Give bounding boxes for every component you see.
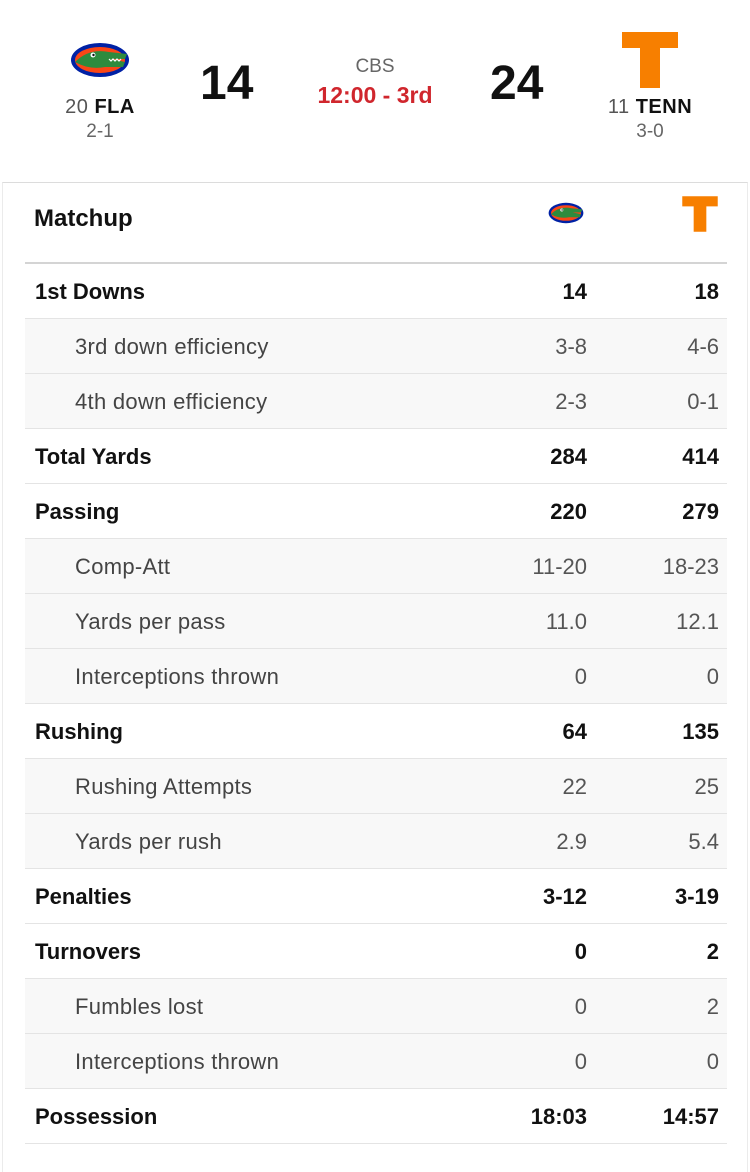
stat-row: Penalties 3-12 3-19	[25, 869, 727, 924]
stat-row: Passing 220 279	[25, 484, 727, 539]
stat-away-value: 0	[574, 1049, 587, 1074]
power-t-logo-icon	[622, 32, 678, 88]
stat-home-value: 414	[682, 444, 719, 469]
stat-away-value: 0	[574, 664, 587, 689]
game-clock: 12:00 - 3rd	[317, 82, 433, 108]
matchup-title: Matchup	[34, 205, 133, 232]
stat-away-value: 220	[550, 499, 587, 524]
stat-home-value: 12.1	[676, 609, 719, 634]
stat-row: 3rd down efficiency 3-8 4-6	[25, 319, 727, 374]
network-label: CBS	[355, 56, 395, 77]
stat-label: Interceptions thrown	[75, 664, 280, 689]
stat-row: Interceptions thrown 0 0	[25, 649, 727, 704]
stat-label: Rushing Attempts	[75, 774, 253, 799]
stat-away-value: 0	[574, 939, 587, 964]
stat-home-value: 25	[694, 774, 719, 799]
stat-label: Passing	[35, 499, 120, 524]
stat-row: Total Yards 284 414	[25, 429, 727, 484]
stat-row: Rushing 64 135	[25, 704, 727, 759]
stat-away-value: 22	[562, 774, 587, 799]
stat-away-value: 284	[550, 444, 587, 469]
stat-row: 1st Downs 14 18	[25, 264, 727, 319]
stat-home-value: 0-1	[687, 389, 719, 414]
stat-home-value: 2	[706, 939, 719, 964]
stat-row: Possession 18:03 14:57	[25, 1089, 727, 1144]
stats-table: 1st Downs 14 18 3rd down efficiency 3-8 4-6 4t…	[25, 262, 727, 1144]
home-score: 24	[490, 57, 544, 110]
home-team[interactable]: 11 TENN 3-0	[580, 30, 720, 143]
stat-away-value: 11-20	[532, 554, 587, 579]
stat-home-value: 5.4	[688, 829, 719, 854]
stat-home-value: 4-6	[687, 334, 719, 359]
stat-away-value: 2.9	[556, 829, 587, 854]
gator-logo-icon	[548, 202, 584, 224]
stat-label: Penalties	[35, 884, 132, 909]
home-rank: 11	[607, 96, 630, 118]
stat-label: Yards per rush	[75, 829, 222, 854]
away-team-name: 20 FLA	[30, 96, 170, 119]
stat-row: Fumbles lost 0 2	[25, 979, 727, 1034]
matchup-away-logo	[547, 201, 585, 230]
stat-home-value: 18	[694, 279, 719, 304]
stat-row: Rushing Attempts 22 25	[25, 759, 727, 814]
stat-home-value: 18-23	[662, 554, 719, 579]
stat-label: Total Yards	[35, 444, 152, 469]
stat-label: Possession	[35, 1104, 158, 1129]
stat-home-value: 135	[682, 719, 719, 744]
stat-label: Rushing	[35, 719, 123, 744]
stat-away-value: 2-3	[555, 389, 587, 414]
power-t-logo-icon	[682, 196, 718, 232]
stat-label: 4th down efficiency	[75, 389, 268, 414]
stat-row: 4th down efficiency 2-3 0-1	[25, 374, 727, 429]
away-record: 2-1	[86, 121, 114, 142]
stat-row: Interceptions thrown 0 0	[25, 1034, 727, 1089]
matchup-header: Matchup	[3, 183, 747, 263]
stat-row: Comp-Att 11-20 18-23	[25, 539, 727, 594]
home-record: 3-0	[636, 121, 664, 142]
stat-home-value: 0	[706, 664, 719, 689]
stat-home-value: 0	[706, 1049, 719, 1074]
away-rank: 20	[65, 96, 89, 118]
stat-label: 3rd down efficiency	[75, 334, 269, 359]
stat-away-value: 3-8	[555, 334, 587, 359]
stat-home-value: 279	[682, 499, 719, 524]
away-abbr: FLA	[94, 96, 135, 118]
stat-label: Fumbles lost	[75, 994, 204, 1019]
stat-label: 1st Downs	[35, 279, 146, 304]
stat-away-value: 64	[562, 719, 587, 744]
home-team-name: 11 TENN	[580, 96, 720, 119]
stat-home-value: 14:57	[662, 1104, 719, 1129]
stat-row: Yards per pass 11.0 12.1	[25, 594, 727, 649]
stat-row: Yards per rush 2.9 5.4	[25, 814, 727, 869]
matchup-home-logo	[681, 195, 719, 238]
stat-row: Turnovers 0 2	[25, 924, 727, 979]
stat-away-value: 3-12	[542, 884, 587, 909]
matchup-card: Matchup 1st Downs 14 18 3rd down efficiency…	[2, 182, 748, 1172]
stat-label: Turnovers	[35, 939, 141, 964]
scoreboard-header: 20 FLA 2-1 14 CBS 12:00 - 3rd 24 11 TENN…	[0, 0, 750, 180]
stat-away-value: 14	[562, 279, 587, 304]
away-team[interactable]: 20 FLA 2-1	[30, 30, 170, 143]
home-abbr: TENN	[635, 96, 693, 118]
game-status: CBS 12:00 - 3rd	[300, 56, 450, 109]
stat-label: Comp-Att	[75, 554, 171, 579]
stat-home-value: 2	[706, 994, 719, 1019]
stat-away-value: 0	[574, 994, 587, 1019]
stat-home-value: 3-19	[674, 884, 719, 909]
away-score: 14	[200, 57, 254, 110]
stat-label: Yards per pass	[75, 609, 226, 634]
stat-label: Interceptions thrown	[75, 1049, 280, 1074]
stat-away-value: 18:03	[530, 1104, 587, 1129]
stat-away-value: 11.0	[545, 609, 587, 634]
gator-logo-icon	[71, 43, 129, 77]
